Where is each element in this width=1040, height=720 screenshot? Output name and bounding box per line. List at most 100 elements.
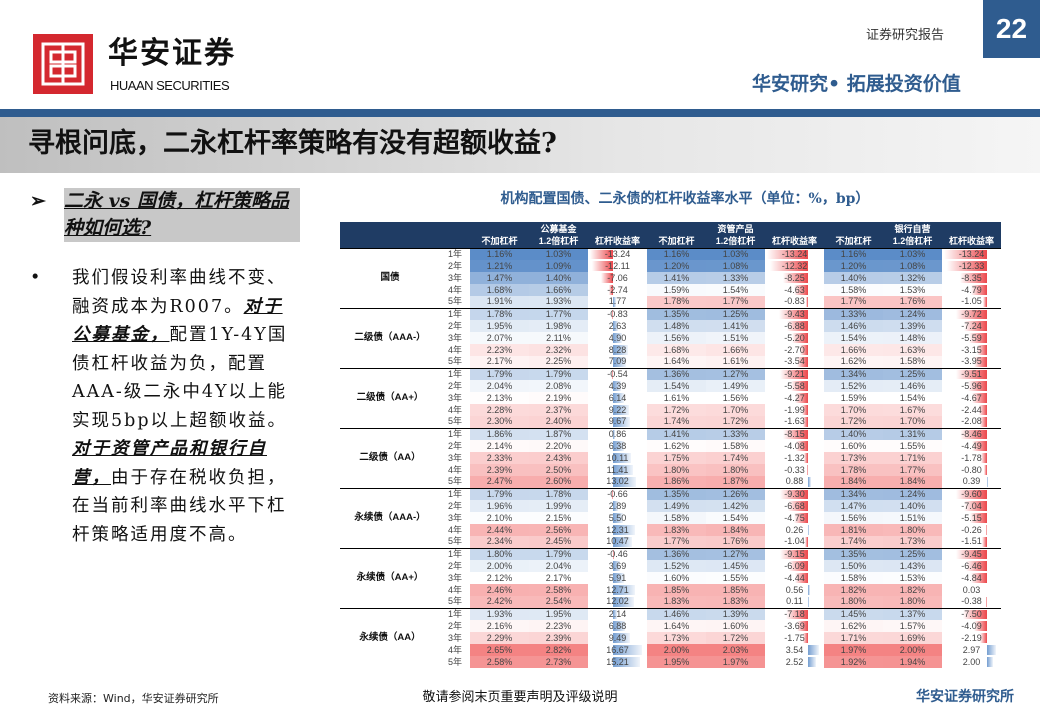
tenor-cell: 5年 xyxy=(447,656,462,667)
data-bar xyxy=(956,489,987,499)
leverage-yield-cell: -4.67 xyxy=(942,392,1001,404)
yield-cell: 1.95% xyxy=(529,607,588,620)
tenor-cell: 2年 xyxy=(447,500,462,511)
table-row: 二级债（AA+） 1年 1.79% 1.79% -0.54 1.36% 1.27% -9.21… xyxy=(340,367,1001,428)
yield-cell: 1.27% xyxy=(706,367,765,380)
data-bar xyxy=(613,333,622,343)
column-header: 不加杠杆 xyxy=(824,235,883,248)
leverage-yield-value: -7.06 xyxy=(607,272,628,283)
yield-cell: 1.33% xyxy=(706,272,765,284)
yield-cell: 1.55% xyxy=(883,440,942,452)
yield-cell: 1.09% xyxy=(529,260,588,272)
leverage-yield-value: -1.75 xyxy=(784,632,805,643)
yield-cell: 1.03% xyxy=(883,247,942,260)
leverage-yield-value: -8.46 xyxy=(961,428,982,439)
yield-cell: 2.32% xyxy=(529,344,588,356)
yield-cell: 1.53% xyxy=(883,284,942,296)
leverage-yield-cell: -4.84 xyxy=(942,572,1001,584)
yield-cell: 1.54% xyxy=(706,284,765,296)
yield-cell: 2.00% xyxy=(470,560,529,572)
leverage-yield-value: -9.72 xyxy=(961,308,982,319)
yield-cell: 1.56% xyxy=(647,332,706,344)
leverage-yield-cell: -13.24 xyxy=(942,247,1001,260)
leverage-yield-cell: -12.33 xyxy=(942,260,1001,272)
leverage-yield-cell: -5.59 xyxy=(942,332,1001,344)
yield-cell: 1.58% xyxy=(824,284,883,296)
yield-cell: 1.62% xyxy=(647,440,706,452)
leverage-yield-cell: -12.32 xyxy=(765,260,824,272)
data-bar xyxy=(986,657,994,667)
data-bar xyxy=(794,573,809,583)
data-bar xyxy=(779,489,809,499)
leverage-yield-value: -3.69 xyxy=(784,620,805,631)
yield-cell: 1.93% xyxy=(529,296,588,308)
leverage-yield-cell: -6.09 xyxy=(765,560,824,572)
yield-cell: 2.15% xyxy=(529,512,588,524)
yield-cell: 1.78% xyxy=(824,464,883,476)
yield-cell: 1.41% xyxy=(647,427,706,440)
yield-cell: 1.33% xyxy=(824,307,883,320)
yield-cell: 1.87% xyxy=(706,476,765,488)
table-row: 4年 2.44% 2.56% 12.31 1.83% 1.84% 0.26 1.81% 1.80… xyxy=(340,524,1001,536)
question-heading: ➢ 二永 vs 国债，杠杆策略品种如何选? xyxy=(30,188,310,242)
yield-cell: 1.21% xyxy=(470,260,529,272)
yield-cell: 2.17% xyxy=(529,572,588,584)
yield-cell: 1.74% xyxy=(824,536,883,548)
data-bar xyxy=(608,285,614,295)
leverage-yield-value: 2.00 xyxy=(962,656,981,667)
yield-cell: 1.91% xyxy=(470,296,529,308)
leverage-yield-cell: -7.06 xyxy=(588,272,647,284)
data-bar xyxy=(944,249,987,259)
data-bar xyxy=(613,501,619,511)
yield-cell: 1.84% xyxy=(706,524,765,536)
leverage-yield-cell: 16.67 xyxy=(588,644,647,656)
text-part: 配置1Y-4Y国债杠杆收益为负，配置AAA-级二永中4Y以上能实现5bp以上超额… xyxy=(72,325,288,431)
data-bar xyxy=(974,357,987,367)
yield-cell: 1.27% xyxy=(706,547,765,560)
leverage-yield-value: -8.15 xyxy=(784,428,805,439)
leverage-yield-value: -4.75 xyxy=(784,512,805,523)
yield-cell: 2.50% xyxy=(529,464,588,476)
tenor-cell: 4年 xyxy=(447,524,462,535)
tenor-cell: 1年 xyxy=(440,247,470,260)
data-bar xyxy=(613,297,617,307)
yield-cell: 2.23% xyxy=(529,620,588,632)
tenor-cell: 2年 xyxy=(447,560,462,571)
leverage-yield-value: -0.38 xyxy=(961,596,982,607)
leverage-yield-value: -0.80 xyxy=(961,464,982,475)
yield-cell: 1.80% xyxy=(706,464,765,476)
leverage-yield-value: -8.25 xyxy=(784,272,805,283)
data-bar xyxy=(805,537,809,547)
tenor-cell: 3年 xyxy=(447,332,462,343)
table-row: 5年 2.47% 2.60% 13.02 1.86% 1.87% 0.88 1.84% 1.84… xyxy=(340,476,1001,488)
leverage-yield-cell: 11.41 xyxy=(588,464,647,476)
yield-cell: 2.40% xyxy=(529,416,588,428)
yield-cell: 1.50% xyxy=(824,560,883,572)
yield-cell: 1.58% xyxy=(706,440,765,452)
leverage-yield-cell: 10.11 xyxy=(588,452,647,464)
yield-cell: 2.37% xyxy=(529,404,588,416)
yield-cell: 1.35% xyxy=(647,487,706,500)
page-number: 22 xyxy=(983,0,1040,58)
data-bar xyxy=(962,609,987,619)
leverage-yield-cell: 0.39 xyxy=(942,476,1001,488)
leverage-yield-table: 公募基金 资管产品 银行自营 不加杠杆 1.2倍杠杆 杠杆收益率 不加杠杆 1.2倍杠杆 杠杆收… xyxy=(340,222,1001,668)
leverage-yield-value: 2.89 xyxy=(608,500,627,511)
yield-cell: 1.40% xyxy=(824,272,883,284)
yield-cell: 1.47% xyxy=(470,272,529,284)
logo-emblem-icon xyxy=(41,42,85,86)
leverage-yield-value: -1.99 xyxy=(784,404,805,415)
data-bar xyxy=(986,477,988,487)
leverage-yield-cell: -0.26 xyxy=(942,524,1001,536)
yield-cell: 1.58% xyxy=(824,572,883,584)
tenor-cell: 5年 xyxy=(447,536,462,547)
leverage-yield-value: -0.83 xyxy=(607,308,628,319)
yield-cell: 2.73% xyxy=(529,656,588,668)
leverage-yield-value: 9.49 xyxy=(608,632,627,643)
yield-cell: 1.72% xyxy=(706,416,765,428)
yield-cell: 1.51% xyxy=(706,332,765,344)
leverage-yield-cell: -5.58 xyxy=(765,380,824,392)
data-bar xyxy=(804,453,809,463)
leverage-yield-cell: -7.18 xyxy=(765,607,824,620)
data-bar xyxy=(966,561,987,571)
